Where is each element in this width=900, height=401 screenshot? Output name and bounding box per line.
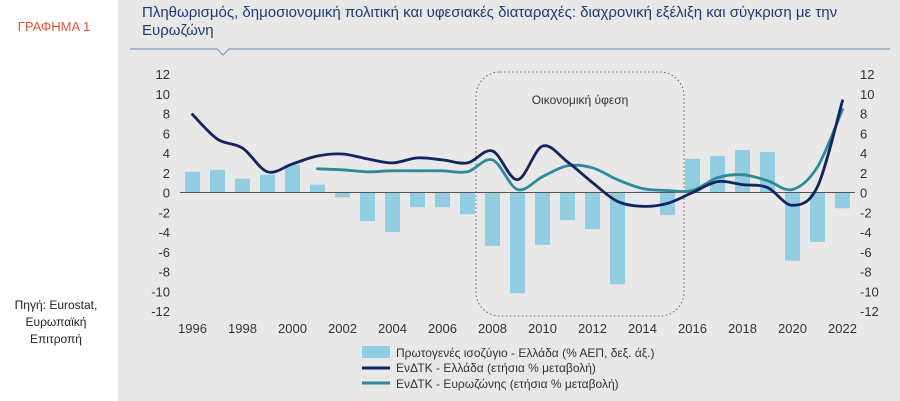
bar-1999 xyxy=(260,174,275,193)
ytick-left--6: -6 xyxy=(158,245,170,260)
xtick-2022: 2022 xyxy=(828,321,857,336)
ytick-left-8: 8 xyxy=(163,107,170,122)
source-line-2: Ευρωπαϊκή xyxy=(25,315,87,329)
bar-2005 xyxy=(410,192,425,208)
ytick-left-12: 12 xyxy=(156,67,170,82)
bar-2008 xyxy=(485,192,500,246)
source-line-3: Επιτροπή xyxy=(30,332,82,346)
xtick-2002: 2002 xyxy=(328,321,357,336)
recession-label: Οικονομική ύφεση xyxy=(532,93,629,107)
legend-swatch-bars xyxy=(362,346,390,358)
bar-2022 xyxy=(835,192,850,209)
legend-label-greece: ΕνΔΤΚ - Ελλάδα (ετήσια % μεταβολή) xyxy=(396,361,596,375)
xtick-2004: 2004 xyxy=(378,321,407,336)
ytick-right-12: 12 xyxy=(860,67,874,82)
xtick-2010: 2010 xyxy=(528,321,557,336)
bar-2009 xyxy=(510,192,525,294)
bar-2017 xyxy=(710,155,725,193)
ytick-left-4: 4 xyxy=(163,146,170,161)
bar-2001 xyxy=(310,184,325,193)
bar-2000 xyxy=(285,164,300,193)
bar-2016 xyxy=(685,158,700,193)
ytick-left-10: 10 xyxy=(156,87,170,102)
sidebar: ΓΡΑΦΗΜΑ 1 Πηγή: Eurostat, Ευρωπαϊκή Επιτ… xyxy=(0,0,118,401)
bar-2004 xyxy=(385,192,400,232)
ytick-right--12: -12 xyxy=(860,304,879,319)
ytick-right--4: -4 xyxy=(860,225,872,240)
ytick-right--2: -2 xyxy=(860,205,872,220)
xtick-2016: 2016 xyxy=(678,321,707,336)
bar-2012 xyxy=(585,192,600,230)
ytick-left--4: -4 xyxy=(158,225,170,240)
bar-2021 xyxy=(810,192,825,242)
line-greece-hicp xyxy=(191,99,844,208)
figure-label: ΓΡΑΦΗΜΑ 1 xyxy=(17,19,91,34)
source-note: Πηγή: Eurostat, Ευρωπαϊκή Επιτροπή xyxy=(0,297,112,348)
ytick-right--8: -8 xyxy=(860,265,872,280)
ytick-left--8: -8 xyxy=(158,265,170,280)
bar-2013 xyxy=(610,192,625,285)
ytick-left-6: 6 xyxy=(163,126,170,141)
title-rule xyxy=(130,48,890,56)
ytick-left--2: -2 xyxy=(158,205,170,220)
chart-title: Πληθωρισμός, δημοσιονομική πολιτική και … xyxy=(142,4,838,39)
bar-2002 xyxy=(335,192,350,198)
chart-svg: Οικονομική ύφεση 12 12 10 10 8 8 6 6 4 4 2 2 0 0 -2 -2 -4… xyxy=(130,48,890,391)
ytick-right-4: 4 xyxy=(860,146,867,161)
bar-2018 xyxy=(735,150,750,193)
xtick-2000: 2000 xyxy=(278,321,307,336)
line-eurozone-hicp xyxy=(316,108,844,193)
ytick-left--12: -12 xyxy=(151,304,170,319)
ytick-right--6: -6 xyxy=(860,245,872,260)
bar-2006 xyxy=(435,192,450,208)
recession-box xyxy=(475,71,685,317)
xtick-2006: 2006 xyxy=(428,321,457,336)
bar-1997 xyxy=(210,169,225,193)
ytick-left-0: 0 xyxy=(163,186,170,201)
xtick-1998: 1998 xyxy=(228,321,257,336)
xtick-2012: 2012 xyxy=(578,321,607,336)
ytick-left-2: 2 xyxy=(163,166,170,181)
ytick-right-2: 2 xyxy=(860,166,867,181)
xtick-2018: 2018 xyxy=(728,321,757,336)
bar-1998 xyxy=(235,178,250,193)
ytick-right-10: 10 xyxy=(860,87,874,102)
ytick-left--10: -10 xyxy=(151,284,170,299)
xtick-2020: 2020 xyxy=(778,321,807,336)
xtick-1996: 1996 xyxy=(178,321,207,336)
bar-2020 xyxy=(785,192,800,261)
bar-2011 xyxy=(560,192,575,221)
ytick-right-0: 0 xyxy=(860,186,867,201)
legend-label-eurozone: ΕνΔΤΚ - Ευρωζώνης (ετήσια % μεταβολή) xyxy=(396,377,619,391)
xtick-2014: 2014 xyxy=(628,321,657,336)
bar-2003 xyxy=(360,192,375,222)
ytick-right-8: 8 xyxy=(860,107,867,122)
bar-1996 xyxy=(185,171,200,193)
chart-panel xyxy=(118,0,900,401)
ytick-right-6: 6 xyxy=(860,126,867,141)
legend-label-bars: Πρωτογενές ισοζύγιο - Ελλάδα (% ΑΕΠ, δεξ… xyxy=(396,346,654,360)
bar-2010 xyxy=(535,192,550,245)
bar-2007 xyxy=(460,192,475,215)
xtick-2008: 2008 xyxy=(478,321,507,336)
source-line-1: Πηγή: Eurostat, xyxy=(14,298,98,312)
ytick-right--10: -10 xyxy=(860,284,879,299)
